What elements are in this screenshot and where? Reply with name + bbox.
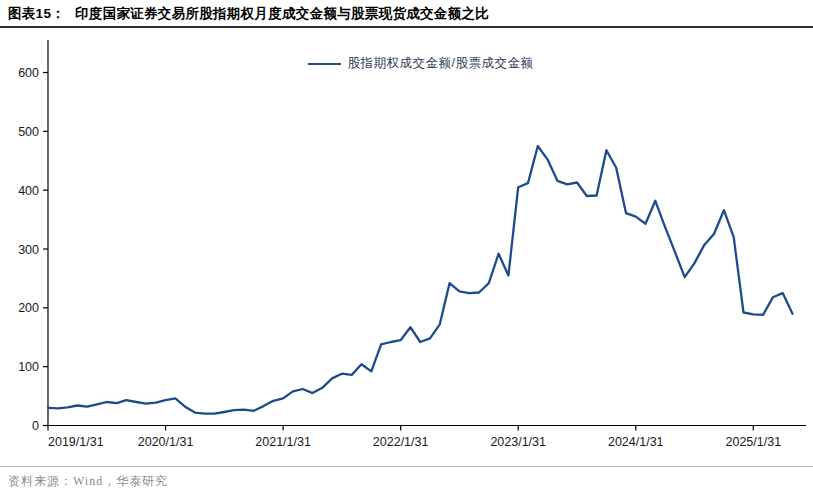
y-tick-label: 400 (18, 184, 39, 198)
x-tick-label: 2022/1/31 (373, 435, 429, 449)
y-tick-label: 500 (18, 125, 39, 139)
x-tick-label: 2019/1/31 (48, 435, 104, 449)
x-tick-label: 2021/1/31 (255, 435, 311, 449)
y-tick-label: 600 (18, 66, 39, 80)
x-tick-label: 2020/1/31 (138, 435, 194, 449)
footer-divider (0, 466, 813, 467)
line-chart-canvas: 0 100 200 300 400 500 600 2019/1/31 2020/1/31 202… (0, 0, 813, 465)
ratio-line (48, 146, 793, 414)
y-tick-label: 200 (18, 301, 39, 315)
y-tick-label: 0 (32, 419, 39, 433)
chart-figure: 图表15：印度国家证券交易所股指期权月度成交金额与股票现货成交金额之比 股指期权… (0, 0, 813, 500)
axes (48, 40, 806, 426)
y-tick-label: 300 (18, 243, 39, 257)
x-tick-label: 2024/1/31 (608, 435, 664, 449)
y-tick-label: 100 (18, 360, 39, 374)
source-note: 资料来源：Wind，华泰研究 (8, 473, 168, 490)
x-tick-label: 2023/1/31 (490, 435, 546, 449)
x-tick-label: 2025/1/31 (725, 435, 781, 449)
